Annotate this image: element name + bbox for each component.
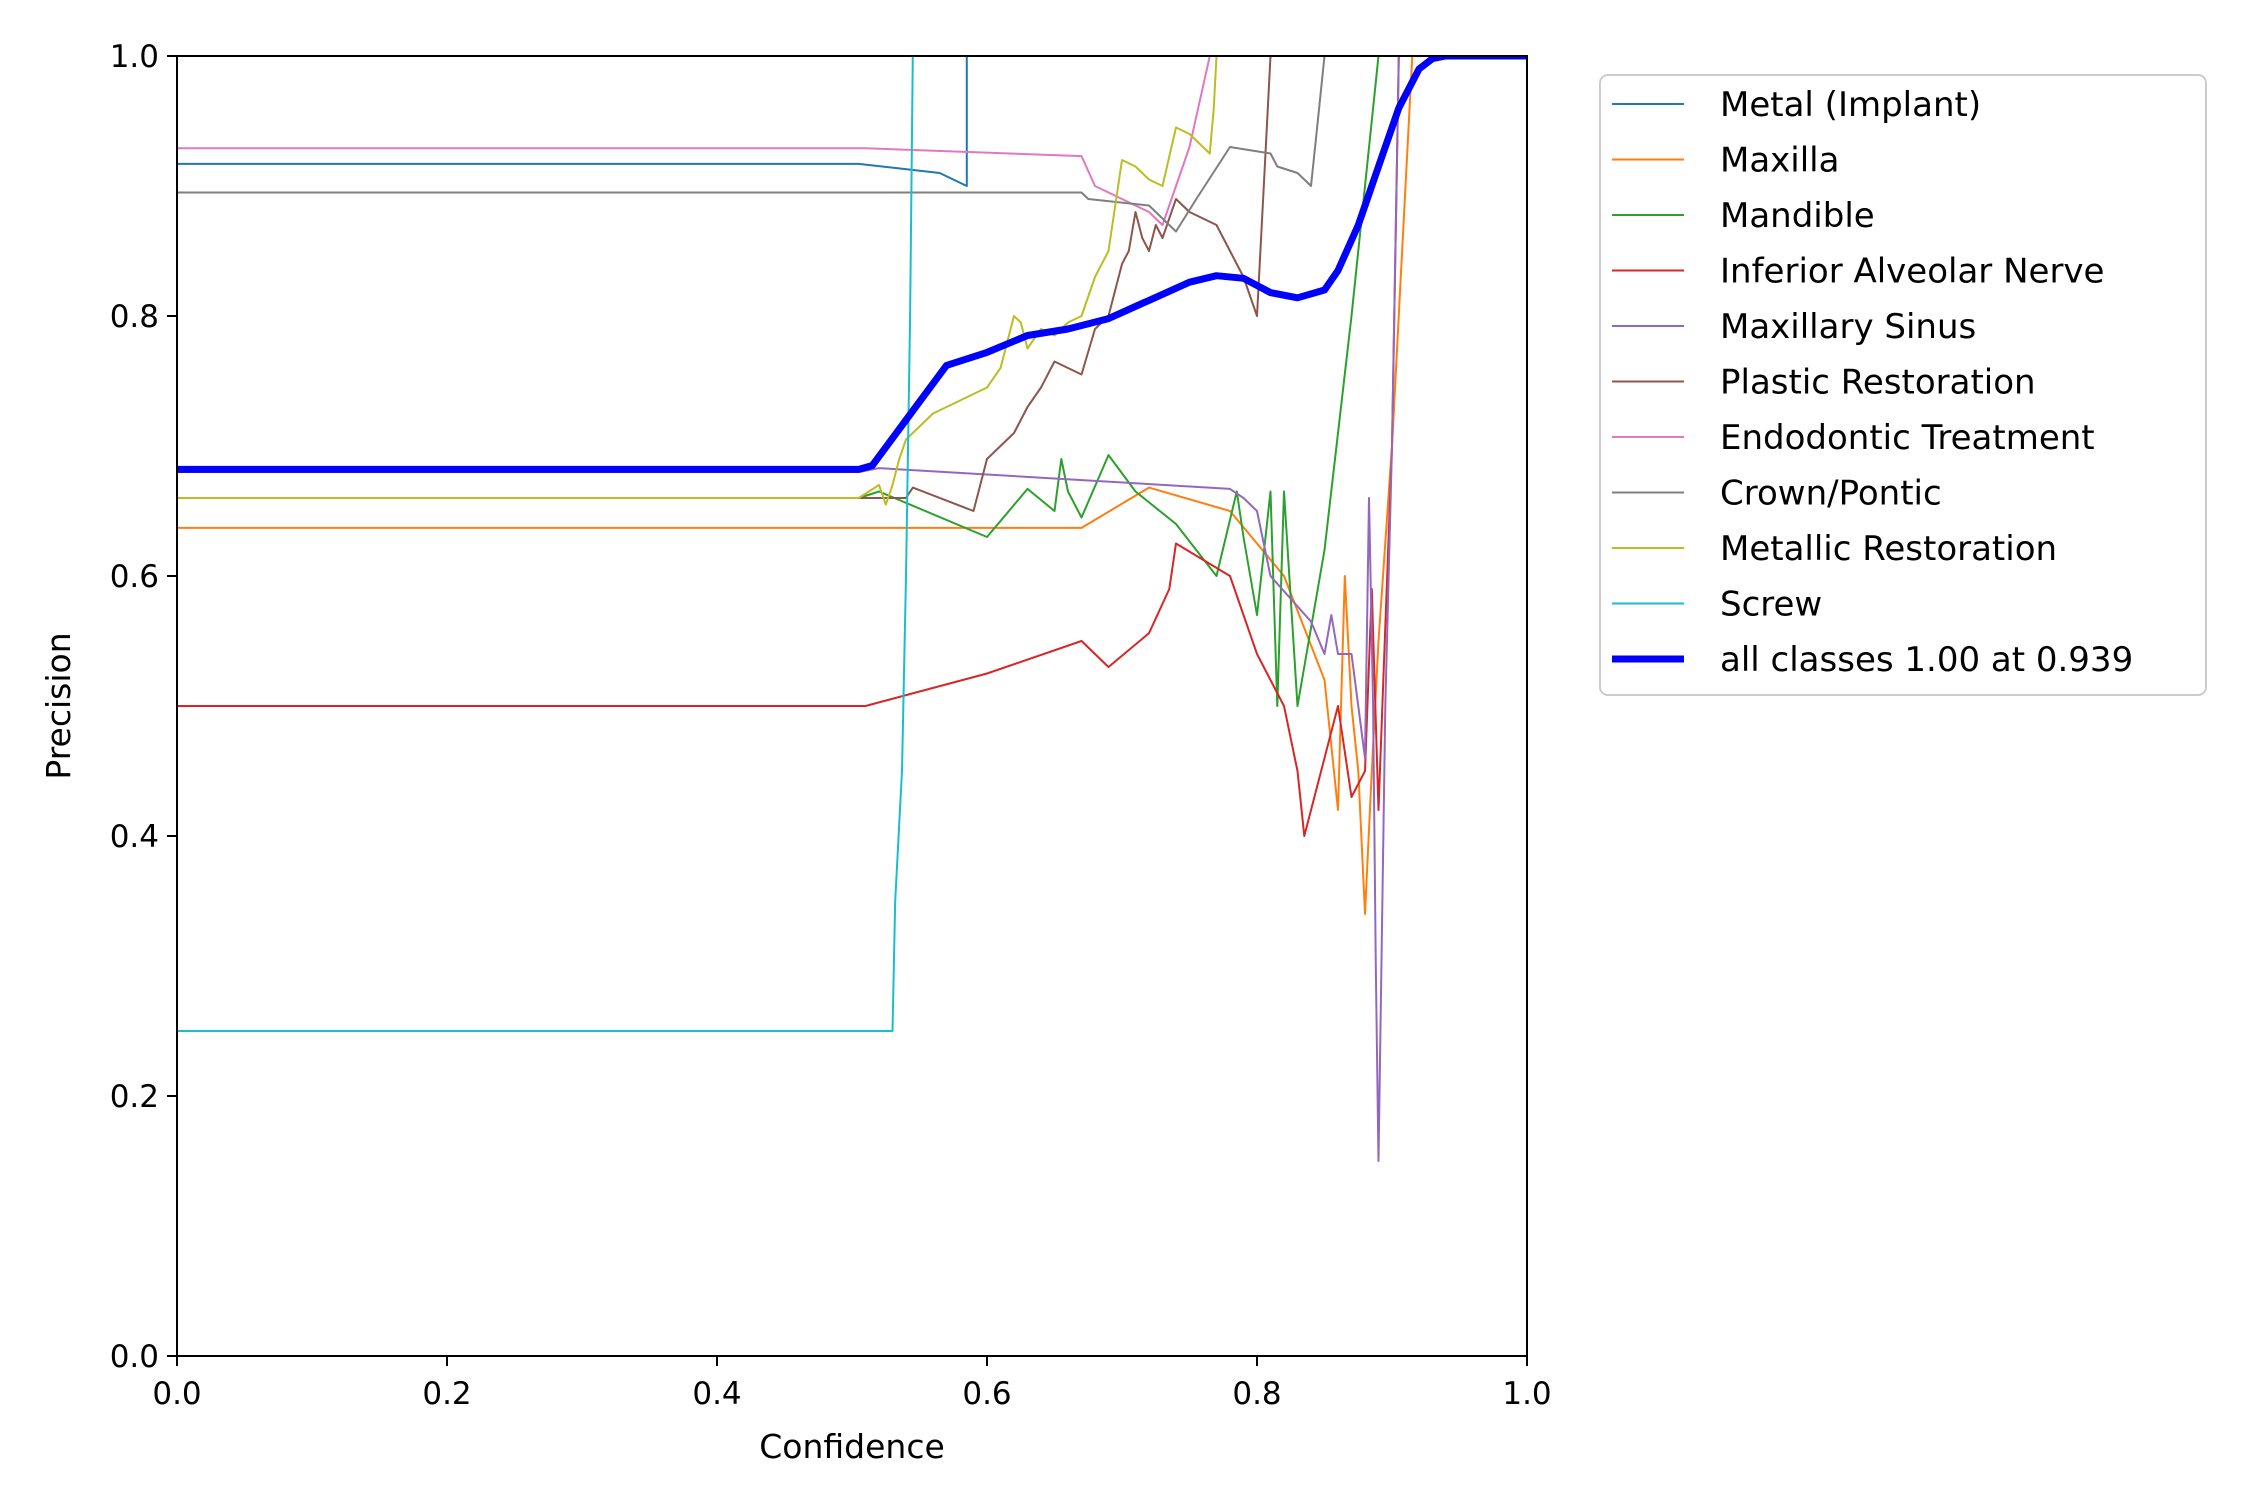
legend-entry-label: Mandible: [1720, 196, 1875, 236]
y-axis-title: Precision: [39, 632, 78, 779]
y-tick-label: 0.0: [110, 1339, 159, 1375]
legend-entry-label: Screw: [1720, 585, 1822, 625]
x-axis-title: Confidence: [759, 1427, 945, 1466]
legend-entry-label: all classes 1.00 at 0.939: [1720, 640, 2133, 680]
y-tick-label: 0.8: [110, 299, 159, 335]
legend-entry-label: Endodontic Treatment: [1720, 418, 2095, 458]
series-line-8: [177, 56, 1527, 506]
x-tick-label: 0.4: [692, 1376, 741, 1412]
x-tick-label: 1.0: [1502, 1376, 1551, 1412]
y-tick-label: 0.4: [110, 819, 159, 855]
y-tick-label: 0.2: [110, 1079, 159, 1115]
y-axis-ticks: 0.0 0.2 0.4 0.6 0.8 1.0: [110, 39, 177, 1375]
series-line-4: [177, 56, 1527, 1162]
series-line-3: [177, 56, 1527, 837]
legend-entry-label: Metal (Implant): [1720, 85, 1981, 125]
legend-entry-label: Maxillary Sinus: [1720, 307, 1976, 347]
x-tick-label: 0.8: [1232, 1376, 1281, 1412]
series-line-6: [177, 56, 1527, 226]
y-tick-label: 1.0: [110, 39, 159, 75]
series-line-9: [177, 56, 1527, 1032]
series-line-7: [177, 56, 1527, 233]
legend-entry-label: Metallic Restoration: [1720, 529, 2057, 569]
series-line-2: [177, 56, 1527, 707]
legend-entry-label: Maxilla: [1720, 141, 1839, 181]
series-line-5: [177, 56, 1527, 512]
legend: Metal (Implant) Maxilla Mandible Inferior A…: [1599, 74, 2207, 696]
x-tick-label: 0.2: [422, 1376, 471, 1412]
legend-entry-label: Plastic Restoration: [1720, 363, 2036, 403]
series-line-0: [177, 56, 1527, 187]
series-layer: [177, 56, 1527, 1162]
legend-entry-label: Crown/Pontic: [1720, 474, 1942, 514]
series-line-1: [177, 56, 1527, 915]
legend-entry-label: Inferior Alveolar Nerve: [1720, 252, 2104, 292]
plot-frame: [176, 55, 1528, 1357]
x-axis-ticks: 0.0 0.2 0.4 0.6 0.8 1.0: [152, 1356, 1552, 1412]
legend-box: [1599, 74, 2207, 696]
series-line-10: [177, 56, 1527, 473]
x-tick-label: 0.6: [962, 1376, 1011, 1412]
x-tick-label: 0.0: [152, 1376, 201, 1412]
y-tick-label: 0.6: [110, 559, 159, 595]
